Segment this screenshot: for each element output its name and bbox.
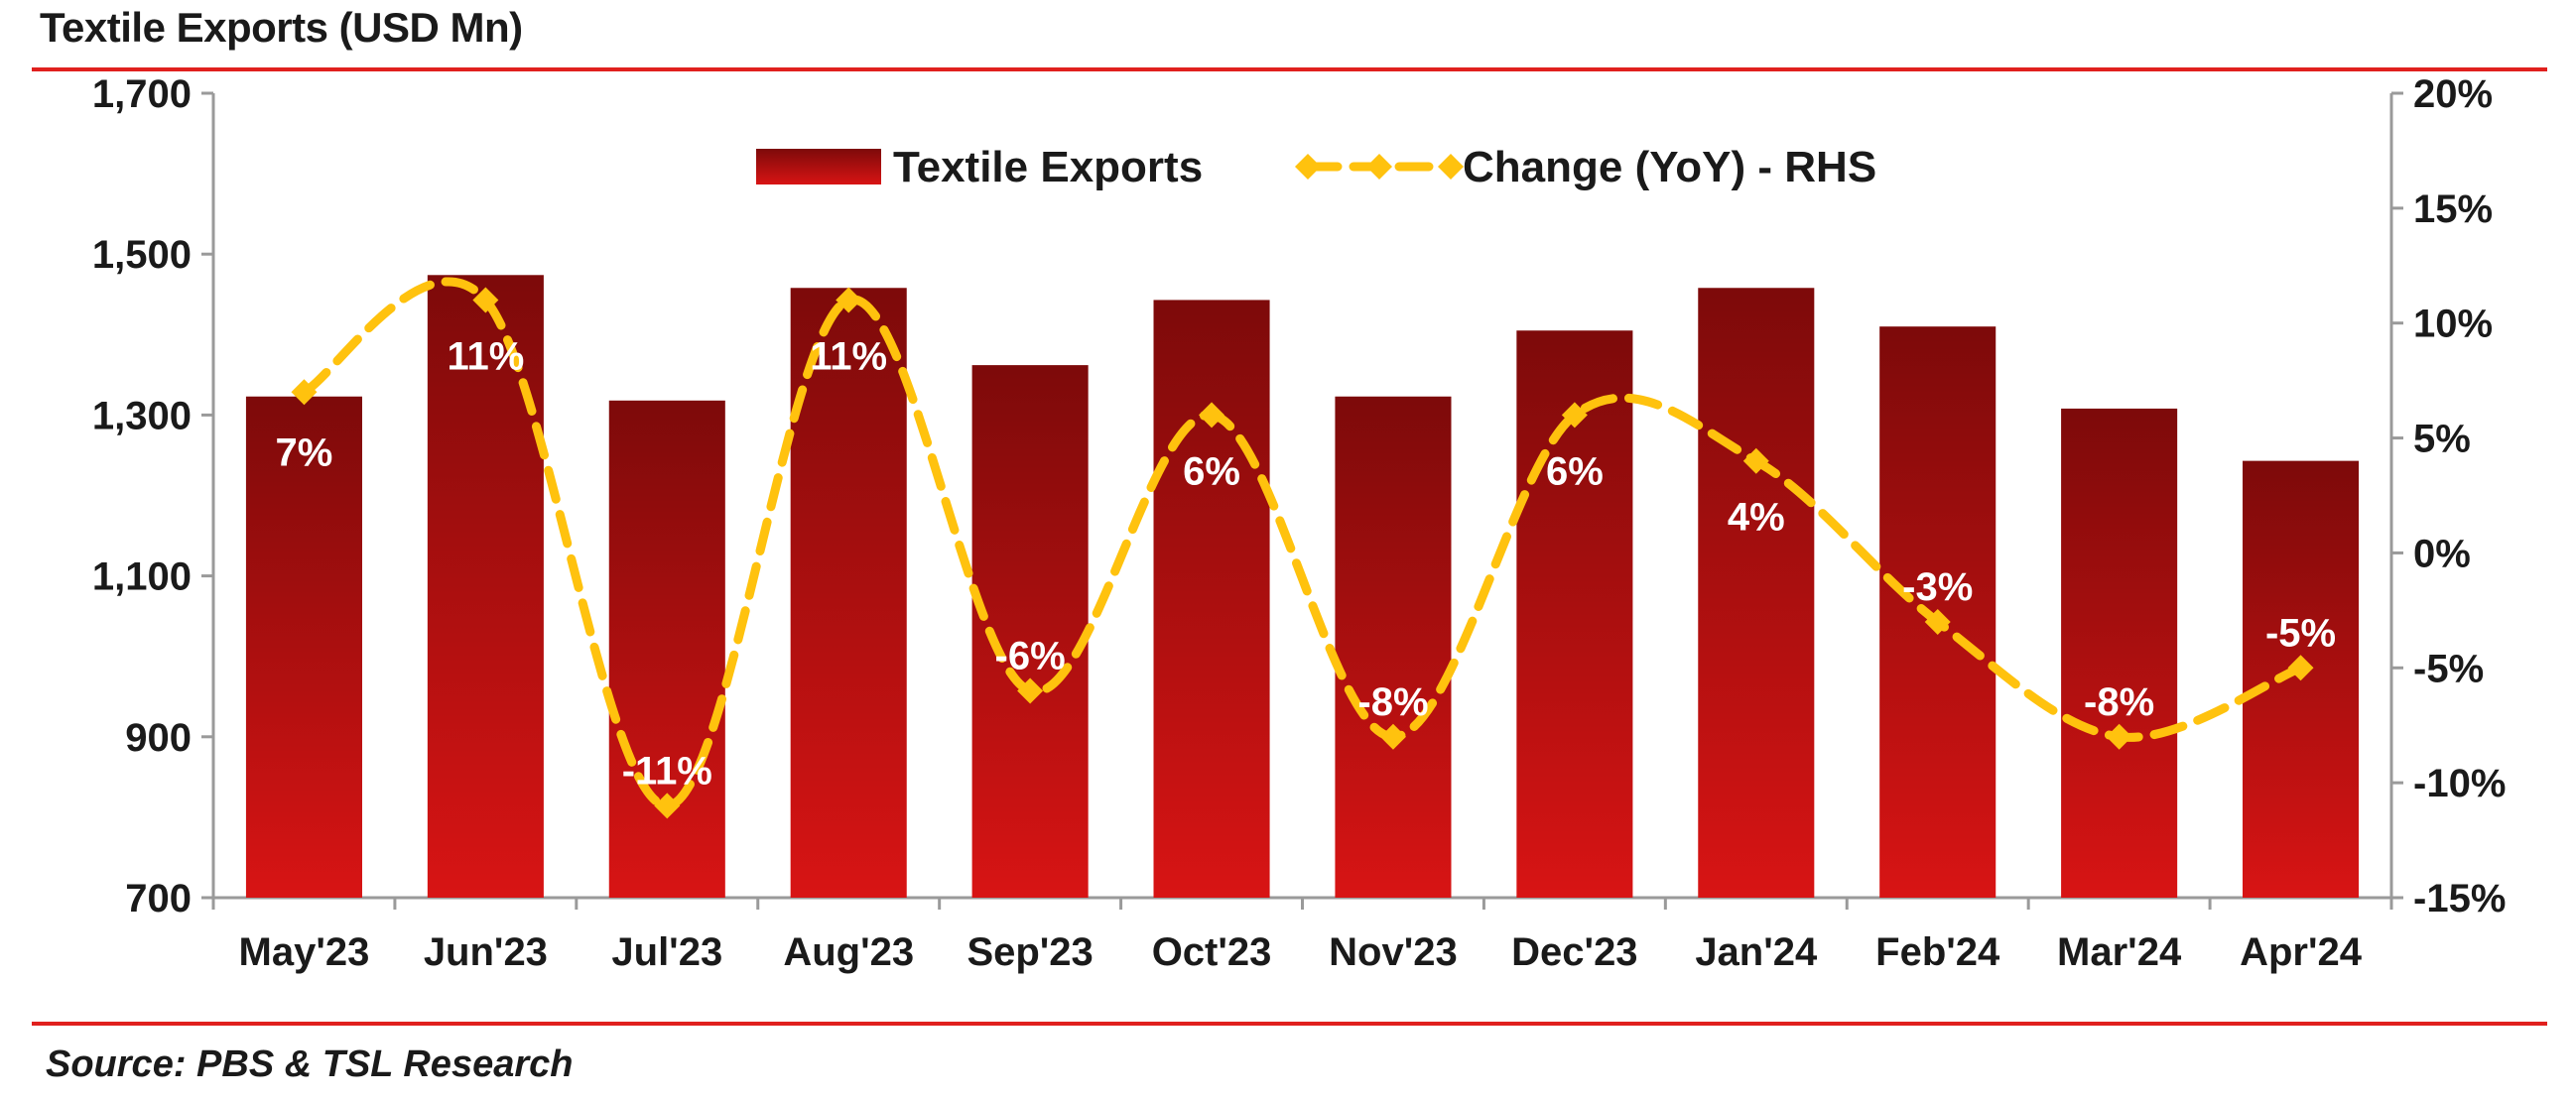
bar-textile-exports	[1698, 288, 1815, 899]
yoy-change-marker	[1199, 402, 1225, 429]
yoy-change-marker	[2287, 655, 2314, 681]
bottom-divider	[32, 1022, 2547, 1026]
bar-textile-exports	[790, 288, 907, 899]
yoy-change-marker	[1379, 723, 1406, 750]
yoy-data-label: 6%	[1546, 449, 1604, 493]
yoy-change-line	[299, 277, 2306, 810]
x-axis-tick-label: Apr'24	[2240, 930, 2363, 974]
left-axis-tick-label: 1,500	[92, 233, 192, 277]
left-axis-tick-label: 900	[125, 716, 192, 760]
yoy-change-marker	[1561, 402, 1588, 429]
bar-textile-exports	[245, 396, 362, 898]
yoy-data-label: 6%	[1183, 449, 1240, 493]
yoy-change-marker	[1924, 608, 1951, 635]
legend-line-marker	[1438, 154, 1464, 180]
x-axis-tick-label: Jun'23	[424, 930, 548, 974]
chart-canvas: 700 900 1,100 1,300 1,500 1,700 -15% -10% -5% 0% 5…	[92, 72, 2507, 974]
chart-title: Textile Exports (USD Mn)	[40, 4, 523, 51]
x-axis-tick-label: Dec'23	[1511, 930, 1637, 974]
legend-line-marker	[1366, 154, 1392, 180]
yoy-data-label: 11%	[447, 335, 524, 379]
x-axis-tick-label: Feb'24	[1875, 930, 2000, 974]
yoy-data-label: 11%	[810, 335, 887, 379]
yoy-data-label: 4%	[1728, 496, 1785, 540]
yoy-data-label: -11%	[622, 749, 712, 793]
legend-line-marker	[1295, 154, 1321, 180]
yoy-data-label: -6%	[995, 634, 1066, 677]
legend-bar-swatch	[756, 149, 881, 184]
yoy-data-label: 7%	[276, 431, 333, 475]
right-axis-tick-label: 10%	[2413, 303, 2493, 346]
right-axis-tick-label: 20%	[2413, 72, 2493, 116]
x-axis-tick-label: Mar'24	[2057, 930, 2182, 974]
x-axis-tick-label: Aug'23	[783, 930, 914, 974]
right-axis-tick-label: 0%	[2413, 532, 2471, 575]
yoy-data-label: -3%	[1902, 565, 1973, 609]
x-axis-tick-label: Oct'23	[1152, 930, 1272, 974]
x-axis-tick-label: Nov'23	[1329, 930, 1458, 974]
yoy-data-label: -5%	[2265, 611, 2336, 655]
x-axis-tick-label: Jan'24	[1695, 930, 1818, 974]
left-axis-tick-label: 700	[125, 877, 192, 920]
right-axis-tick-label: -15%	[2413, 877, 2506, 920]
right-axis-tick-label: 15%	[2413, 187, 2493, 231]
x-axis-tick-label: Jul'23	[611, 930, 722, 974]
yoy-change-marker	[1742, 447, 1769, 474]
yoy-change-marker	[654, 793, 681, 819]
bar-textile-exports	[2061, 408, 2178, 898]
yoy-change-marker	[1017, 677, 1044, 704]
yoy-data-label: -8%	[2084, 680, 2154, 724]
yoy-data-label: -8%	[1357, 680, 1428, 724]
left-axis-tick-label: 1,100	[92, 555, 192, 599]
source-note: Source: PBS & TSL Research	[46, 1043, 574, 1085]
yoy-change-marker	[472, 287, 499, 313]
yoy-change-marker	[836, 287, 862, 313]
left-axis-tick-label: 1,700	[92, 72, 192, 116]
x-axis-tick-label: May'23	[239, 930, 370, 974]
legend-label-yoy-change: Change (YoY) - RHS	[1463, 143, 1876, 191]
yoy-change-marker	[2106, 723, 2132, 750]
legend-label-textile-exports: Textile Exports	[893, 143, 1203, 191]
right-axis-tick-label: 5%	[2413, 418, 2471, 461]
left-axis-tick-label: 1,300	[92, 394, 192, 437]
right-axis-tick-label: -5%	[2413, 647, 2484, 690]
bar-textile-exports	[1335, 396, 1452, 898]
right-axis-tick-label: -10%	[2413, 762, 2506, 805]
yoy-change-marker	[291, 379, 318, 406]
bar-textile-exports	[1153, 300, 1270, 898]
bar-textile-exports	[608, 400, 725, 898]
x-axis-tick-label: Sep'23	[966, 930, 1093, 974]
top-divider	[32, 67, 2547, 71]
